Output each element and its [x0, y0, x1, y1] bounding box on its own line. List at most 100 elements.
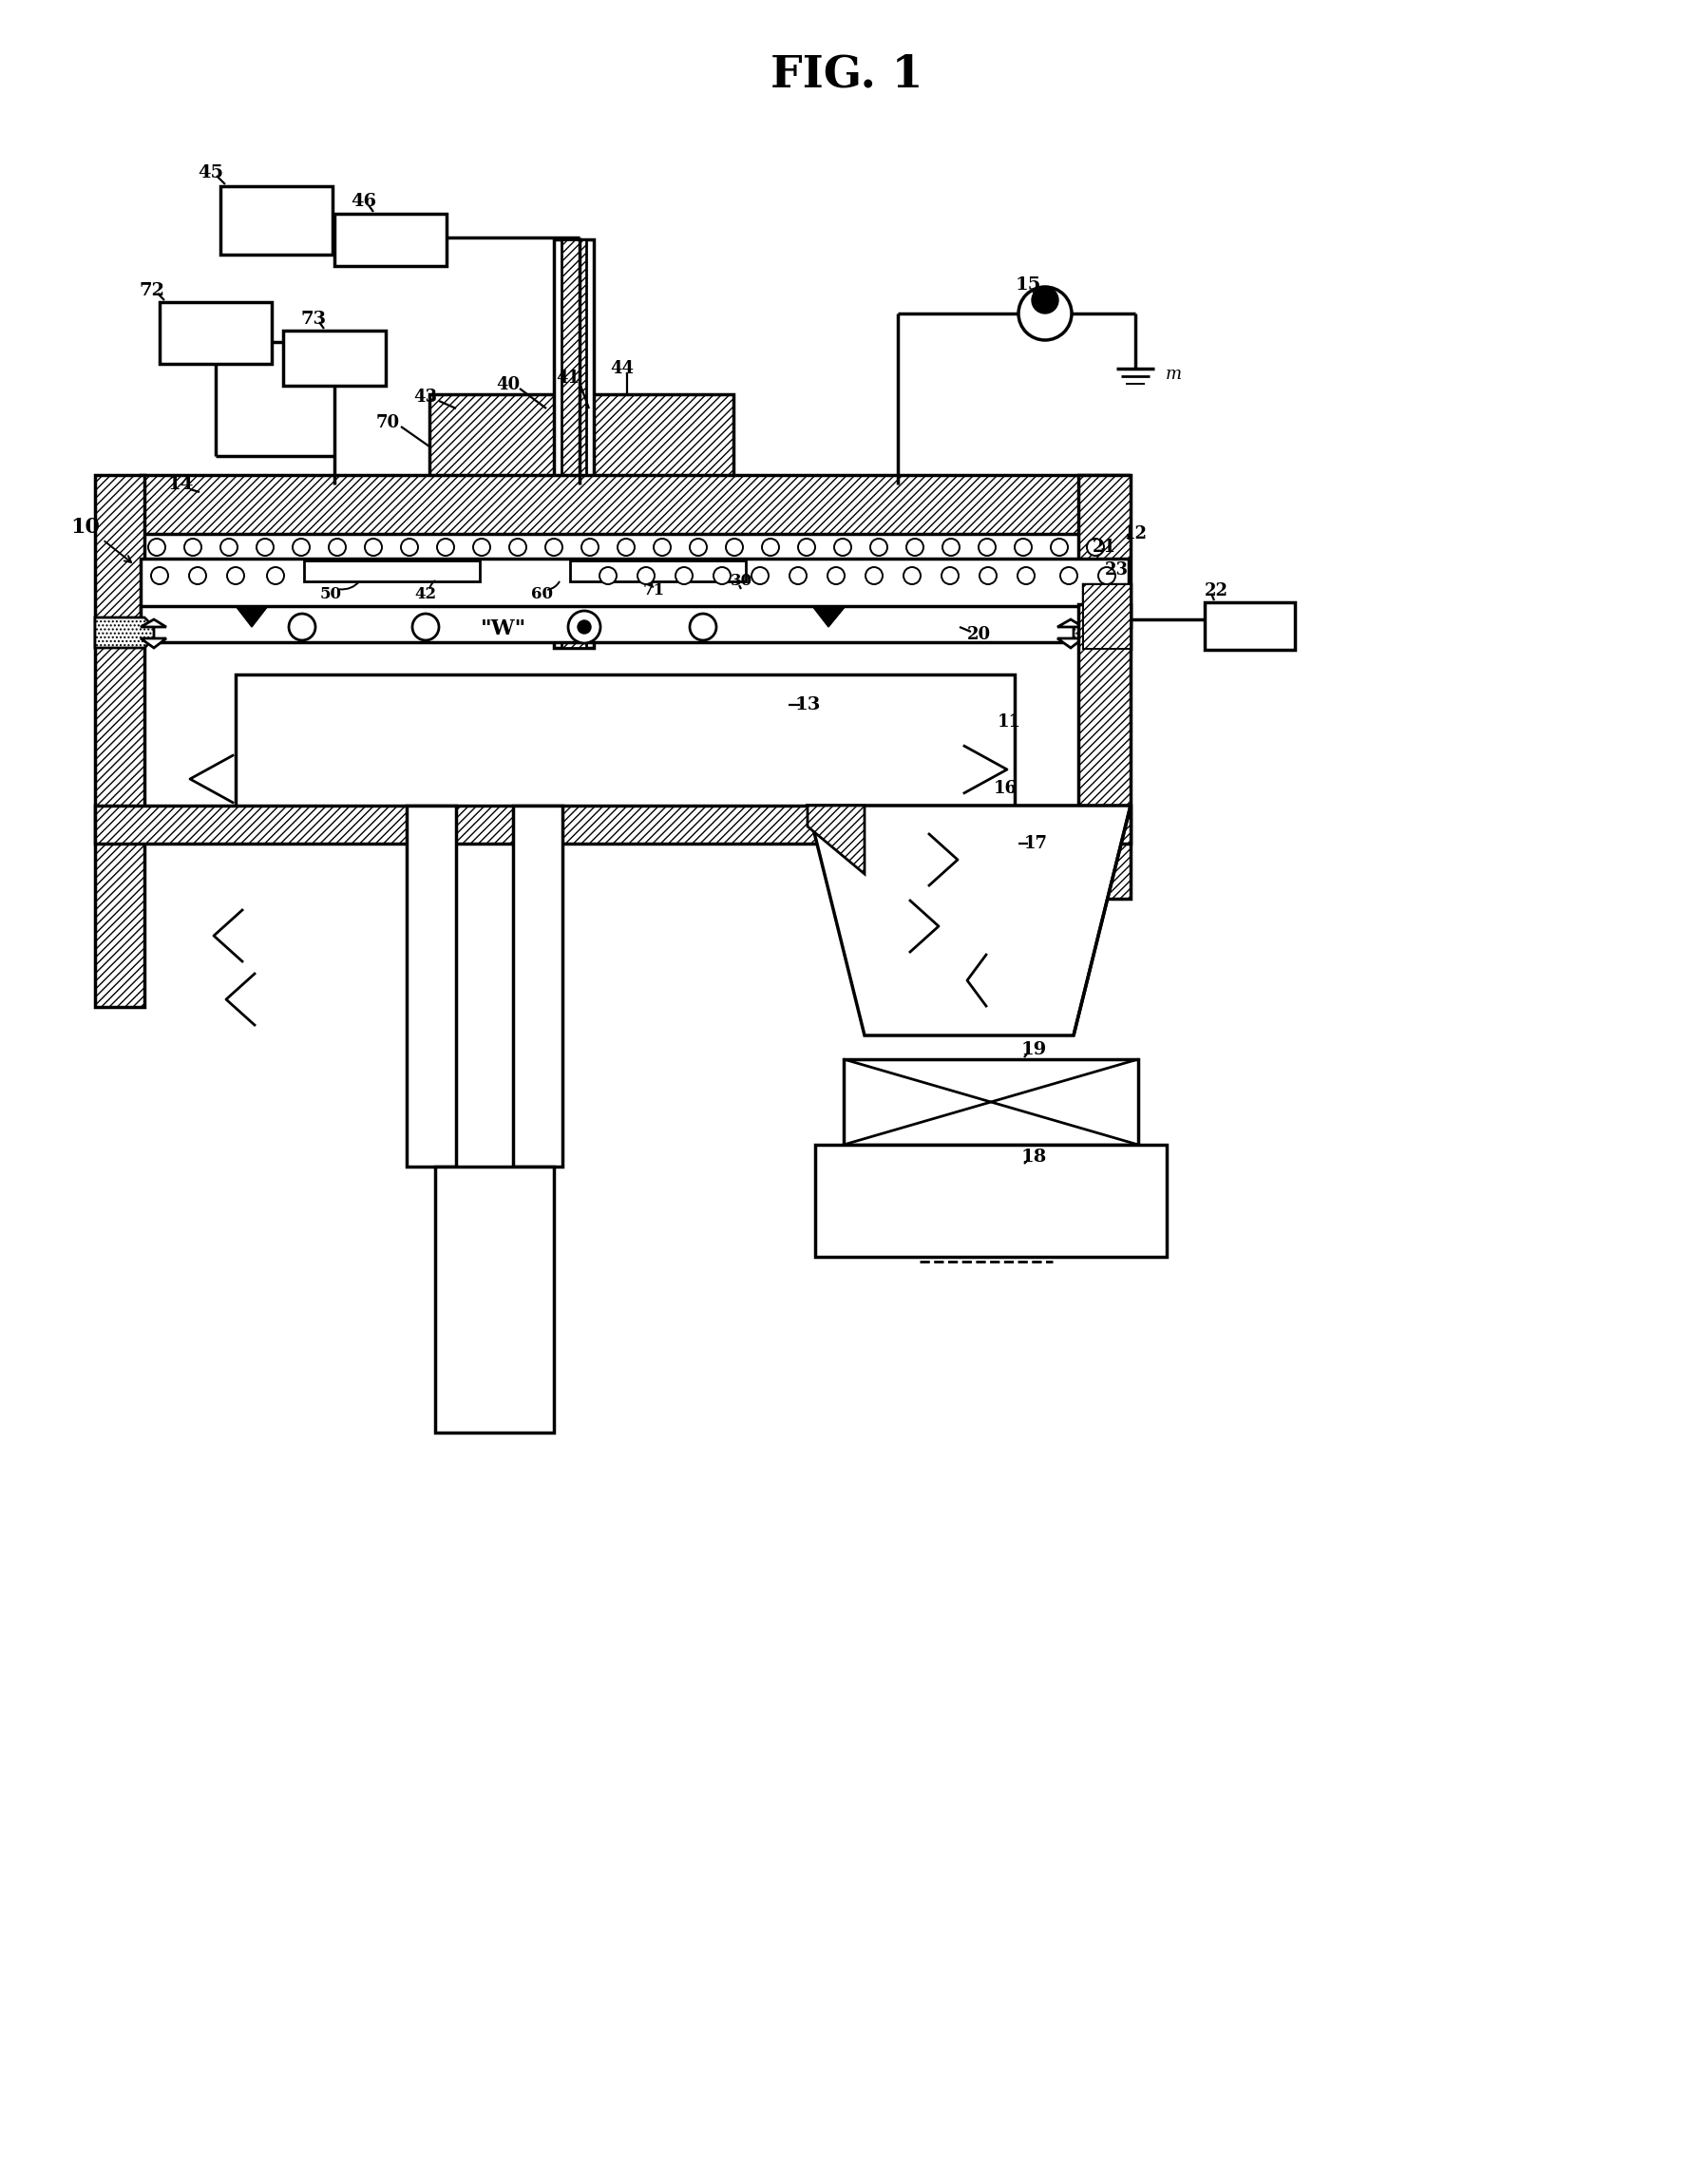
Circle shape	[1014, 539, 1031, 555]
Text: 14: 14	[168, 476, 193, 494]
Bar	[305, 561, 479, 581]
Text: 50: 50	[320, 585, 342, 603]
Bar	[435, 1166, 554, 1433]
Bar	[562, 240, 586, 649]
Circle shape	[220, 539, 237, 555]
Circle shape	[865, 568, 882, 585]
Circle shape	[151, 568, 168, 585]
Bar	[430, 395, 733, 555]
Text: 12: 12	[1124, 526, 1148, 542]
Text: 46: 46	[350, 192, 378, 210]
Polygon shape	[1058, 638, 1084, 649]
Bar	[513, 806, 562, 1166]
Circle shape	[752, 568, 769, 585]
Bar	[335, 214, 447, 266]
Bar	[814, 1144, 1166, 1256]
Circle shape	[726, 539, 743, 555]
Circle shape	[185, 539, 201, 555]
Text: 30: 30	[730, 574, 752, 590]
Circle shape	[1031, 286, 1058, 314]
Text: 45: 45	[198, 164, 223, 181]
Circle shape	[713, 568, 731, 585]
Circle shape	[870, 539, 887, 555]
Bar	[141, 559, 1129, 612]
Text: 72: 72	[139, 282, 164, 299]
Circle shape	[797, 539, 814, 555]
Circle shape	[1060, 568, 1077, 585]
Polygon shape	[95, 618, 154, 649]
Circle shape	[328, 539, 345, 555]
Text: 11: 11	[997, 714, 1021, 729]
Circle shape	[569, 612, 601, 642]
Text: 73: 73	[301, 310, 327, 328]
Bar	[1205, 603, 1295, 651]
Text: 22: 22	[1204, 583, 1227, 598]
Bar	[1078, 605, 1131, 898]
Bar	[1084, 585, 1131, 649]
Circle shape	[401, 539, 418, 555]
Text: 20: 20	[967, 627, 990, 642]
Circle shape	[581, 539, 599, 555]
Circle shape	[545, 539, 562, 555]
Polygon shape	[808, 806, 1131, 1035]
Text: 15: 15	[1016, 277, 1041, 293]
Text: 44: 44	[611, 360, 635, 378]
Circle shape	[1051, 539, 1068, 555]
Polygon shape	[1058, 620, 1084, 627]
Bar	[554, 240, 594, 649]
Circle shape	[980, 568, 997, 585]
Circle shape	[472, 539, 491, 555]
Circle shape	[1099, 568, 1116, 585]
Polygon shape	[141, 638, 166, 649]
Circle shape	[510, 539, 527, 555]
Circle shape	[638, 568, 655, 585]
Polygon shape	[808, 806, 865, 874]
Circle shape	[689, 539, 708, 555]
Text: 16: 16	[994, 780, 1017, 797]
Circle shape	[618, 539, 635, 555]
Circle shape	[676, 568, 692, 585]
Bar	[141, 474, 1129, 537]
Circle shape	[293, 539, 310, 555]
Bar	[571, 561, 747, 581]
Circle shape	[689, 614, 716, 640]
Polygon shape	[813, 607, 845, 627]
Circle shape	[979, 539, 995, 555]
Text: 10: 10	[71, 518, 100, 537]
Circle shape	[1017, 568, 1034, 585]
Circle shape	[835, 539, 852, 555]
Circle shape	[789, 568, 806, 585]
Circle shape	[904, 568, 921, 585]
Circle shape	[267, 568, 284, 585]
Polygon shape	[141, 620, 166, 627]
Bar	[159, 301, 271, 365]
Circle shape	[653, 539, 670, 555]
Bar	[1084, 585, 1131, 649]
Circle shape	[149, 539, 166, 555]
Bar	[283, 330, 386, 387]
Circle shape	[599, 568, 616, 585]
Circle shape	[257, 539, 274, 555]
Polygon shape	[1073, 618, 1129, 649]
Bar	[141, 533, 1129, 561]
Text: m: m	[1165, 365, 1182, 382]
Text: 18: 18	[1021, 1149, 1046, 1166]
Circle shape	[190, 568, 207, 585]
Polygon shape	[1073, 806, 1131, 1035]
Circle shape	[364, 539, 383, 555]
Bar	[141, 607, 1129, 642]
Circle shape	[941, 568, 958, 585]
Text: 41: 41	[557, 369, 581, 387]
Circle shape	[227, 568, 244, 585]
Text: 60: 60	[530, 585, 552, 603]
Circle shape	[906, 539, 923, 555]
Bar	[406, 806, 455, 1166]
Bar	[235, 675, 1014, 808]
Text: 70: 70	[376, 415, 400, 430]
Text: "W": "W"	[481, 618, 527, 640]
Circle shape	[828, 568, 845, 585]
Text: 21: 21	[1092, 539, 1116, 555]
Circle shape	[577, 620, 591, 633]
Text: 19: 19	[1021, 1042, 1046, 1059]
Circle shape	[290, 614, 315, 640]
